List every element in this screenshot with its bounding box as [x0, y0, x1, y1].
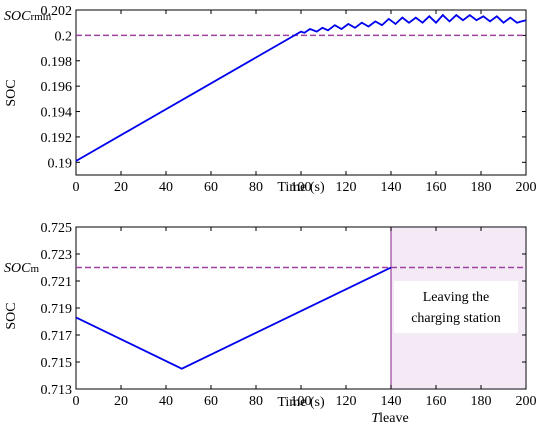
- y-tick-label: 0.202: [41, 4, 73, 19]
- y-tick-label: 0.19: [48, 156, 73, 171]
- y-tick-label: 0.194: [41, 106, 73, 121]
- x-tick-label: 140: [381, 180, 402, 195]
- x-tick-label: 100: [291, 180, 312, 195]
- x-tick-label: 180: [471, 394, 492, 409]
- y-axis-label-bottom: SOC: [4, 302, 19, 329]
- y-tick-label: 0.713: [41, 383, 73, 398]
- soc-rmin-label: SOCrmin: [4, 9, 52, 24]
- annotation-line-2: charging station: [411, 311, 501, 326]
- x-tick-label: 180: [471, 180, 492, 195]
- x-tick-label: 80: [249, 394, 263, 409]
- x-axis-bottom: 0 20 40 60 80 100 120 140 160 180 200: [73, 227, 537, 409]
- x-tick-label: 120: [336, 394, 357, 409]
- x-tick-label: 40: [159, 180, 173, 195]
- soc-series-line-bottom: [75, 266, 392, 370]
- x-tick-label: 160: [426, 394, 447, 409]
- x-tick-label: 20: [114, 180, 128, 195]
- x-tick-label: 80: [249, 180, 263, 195]
- soc-series-line-top: [75, 13, 527, 162]
- x-tick-label: 140: [381, 394, 402, 409]
- x-tick-label: 160: [426, 180, 447, 195]
- x-tick-label: 60: [204, 180, 218, 195]
- chart-bottom: 0 20 40 60 80 100 120 140 160 180 200 0.7130.7150.…: [4, 221, 537, 426]
- y-tick-label: 0.721: [41, 275, 73, 290]
- x-axis-label-top: Time (s): [277, 180, 325, 195]
- y-axis-top: 0.19 0.192 0.194 0.196 0.198 0.2 0.202: [41, 4, 526, 171]
- y-tick-label: 0.723: [41, 248, 73, 263]
- y-tick-label: 0.715: [41, 356, 73, 371]
- x-axis-label-bottom: Time (s): [277, 395, 325, 410]
- t-leave-label: Tleave: [371, 411, 408, 426]
- y-axis-bottom: 0.713 0.715 0.717 0.719 0.721 0.723 0.725: [41, 221, 526, 398]
- x-tick-label: 60: [204, 394, 218, 409]
- y-tick-label: 0.198: [41, 55, 73, 70]
- x-tick-label: 20: [114, 394, 128, 409]
- leaving-annotation-box: Leaving the charging station: [394, 281, 518, 333]
- soc-m-label: SOCm: [4, 261, 39, 276]
- x-axis-top: 0 20 40 60 80 100 120 140 160 180 200: [73, 10, 537, 195]
- y-tick-label: 0.719: [41, 302, 73, 317]
- y-tick-label: 0.192: [41, 131, 73, 146]
- x-tick-label: 40: [159, 394, 173, 409]
- x-tick-label: 200: [516, 180, 537, 195]
- y-tick-label: 0.2: [55, 29, 73, 44]
- y-tick-label: 0.196: [41, 80, 73, 95]
- x-tick-label: 0: [73, 180, 80, 195]
- x-tick-label: 200: [516, 394, 537, 409]
- x-tick-label: 100: [291, 394, 312, 409]
- y-axis-label-top: SOC: [4, 79, 19, 106]
- annotation-box: [394, 281, 518, 333]
- annotation-line-1: Leaving the: [423, 290, 489, 305]
- x-tick-label: 0: [73, 394, 80, 409]
- y-tick-label: 0.717: [41, 329, 73, 344]
- x-tick-label: 120: [336, 180, 357, 195]
- plot-area-top: [75, 9, 527, 176]
- y-tick-label: 0.725: [41, 221, 73, 236]
- chart-top: 0 20 40 60 80 100 120 140 160 180 200 0.190.1920.1…: [4, 4, 537, 195]
